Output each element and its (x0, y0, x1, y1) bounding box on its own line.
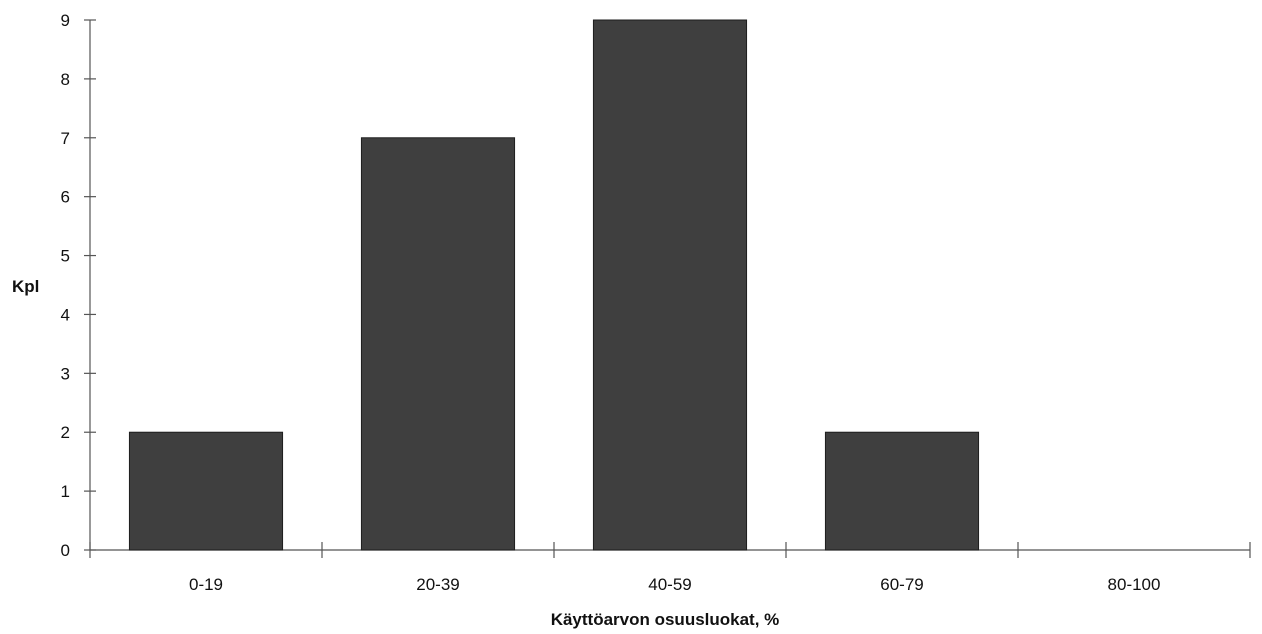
x-axis: 0-19 20-39 40-59 60-79 80-100 (89, 542, 1251, 594)
x-axis-title: Käyttöarvon osuusluokat, % (551, 610, 780, 629)
y-tick-label: 9 (61, 11, 70, 30)
x-tick-label: 60-79 (880, 575, 923, 594)
bars (128, 19, 980, 551)
bar-60-79 (824, 431, 980, 551)
x-tick-label: 20-39 (416, 575, 459, 594)
y-tick-label: 6 (61, 188, 70, 207)
y-tick-label: 3 (61, 364, 70, 383)
y-axis: 0 1 2 3 4 5 6 7 8 9 (61, 11, 96, 560)
y-tick-label: 2 (61, 423, 70, 442)
y-tick-label: 7 (61, 129, 70, 148)
y-tick-label: 0 (61, 541, 70, 560)
x-tick-label: 0-19 (189, 575, 223, 594)
bar-0-19 (128, 431, 284, 551)
bar-20-39 (360, 137, 516, 551)
x-tick-label: 80-100 (1108, 575, 1161, 594)
y-tick-label: 1 (61, 482, 70, 501)
bar-40-59 (592, 19, 748, 551)
y-axis-title: Kpl (12, 277, 39, 296)
y-tick-label: 4 (61, 305, 70, 324)
y-tick-label: 8 (61, 70, 70, 89)
y-tick-label: 5 (61, 247, 70, 266)
x-tick-label: 40-59 (648, 575, 691, 594)
